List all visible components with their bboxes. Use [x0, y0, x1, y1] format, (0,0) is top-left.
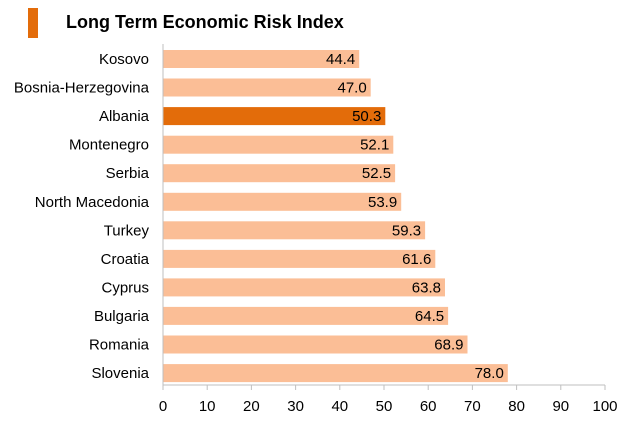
category-label-albania: Albania — [99, 108, 150, 125]
value-label-slovenia: 78.0 — [475, 365, 504, 382]
chart-title: Long Term Economic Risk Index — [66, 12, 344, 32]
bar-bulgaria — [163, 306, 449, 325]
x-tick-label: 60 — [420, 398, 437, 415]
category-label-cyprus: Cyprus — [101, 279, 149, 296]
category-labels: Kosovo Bosnia-Herzegovina Albania Montenegr… — [14, 51, 150, 382]
category-label-croatia: Croatia — [101, 251, 150, 268]
title-marker — [28, 8, 38, 38]
bar-north-macedonia — [163, 192, 402, 211]
bar-kosovo — [163, 50, 360, 68]
bars-layer — [163, 50, 508, 383]
category-label-turkey: Turkey — [104, 222, 150, 239]
bar-romania — [163, 335, 468, 354]
category-label-bosnia-herzegovina: Bosnia-Herzegovina — [14, 80, 150, 97]
bar-croatia — [163, 249, 436, 268]
x-tick-label: 40 — [331, 398, 348, 415]
value-label-bulgaria: 64.5 — [415, 308, 444, 325]
bar-montenegro — [163, 135, 394, 154]
bar-bosnia-herzegovina — [163, 78, 371, 97]
category-label-serbia: Serbia — [106, 165, 150, 182]
x-axis: 0 10 20 30 40 50 60 70 80 90 100 — [159, 44, 618, 415]
bar-cyprus — [163, 278, 445, 297]
bar-albania — [163, 107, 386, 126]
bar-slovenia — [163, 364, 508, 383]
category-label-slovenia: Slovenia — [91, 365, 149, 382]
x-tick-label: 90 — [552, 398, 569, 415]
bar-serbia — [163, 164, 396, 183]
x-tick-label: 10 — [199, 398, 216, 415]
bar-turkey — [163, 221, 426, 240]
value-label-montenegro: 52.1 — [360, 137, 389, 154]
x-tick-label: 50 — [376, 398, 393, 415]
x-tick-label: 70 — [464, 398, 481, 415]
x-tick-label: 100 — [592, 398, 617, 415]
x-tick-label: 20 — [243, 398, 260, 415]
category-label-kosovo: Kosovo — [99, 51, 149, 68]
value-labels: 44.4 47.0 50.3 52.1 52.5 53.9 59.3 61.6 63.8 64.5… — [326, 51, 504, 382]
category-label-romania: Romania — [89, 337, 150, 354]
value-label-north-macedonia: 53.9 — [368, 194, 397, 211]
value-label-cyprus: 63.8 — [412, 279, 441, 296]
value-label-bosnia-herzegovina: 47.0 — [337, 80, 366, 97]
value-label-turkey: 59.3 — [392, 222, 421, 239]
category-label-north-macedonia: North Macedonia — [35, 194, 150, 211]
x-tick-label: 80 — [508, 398, 525, 415]
value-label-croatia: 61.6 — [402, 251, 431, 268]
value-label-serbia: 52.5 — [362, 165, 391, 182]
category-label-bulgaria: Bulgaria — [94, 308, 150, 325]
value-label-romania: 68.9 — [434, 337, 463, 354]
x-tick-label: 0 — [159, 398, 167, 415]
x-tick-label: 30 — [287, 398, 304, 415]
value-label-albania: 50.3 — [352, 108, 381, 125]
value-label-kosovo: 44.4 — [326, 51, 355, 68]
category-label-montenegro: Montenegro — [69, 137, 149, 154]
